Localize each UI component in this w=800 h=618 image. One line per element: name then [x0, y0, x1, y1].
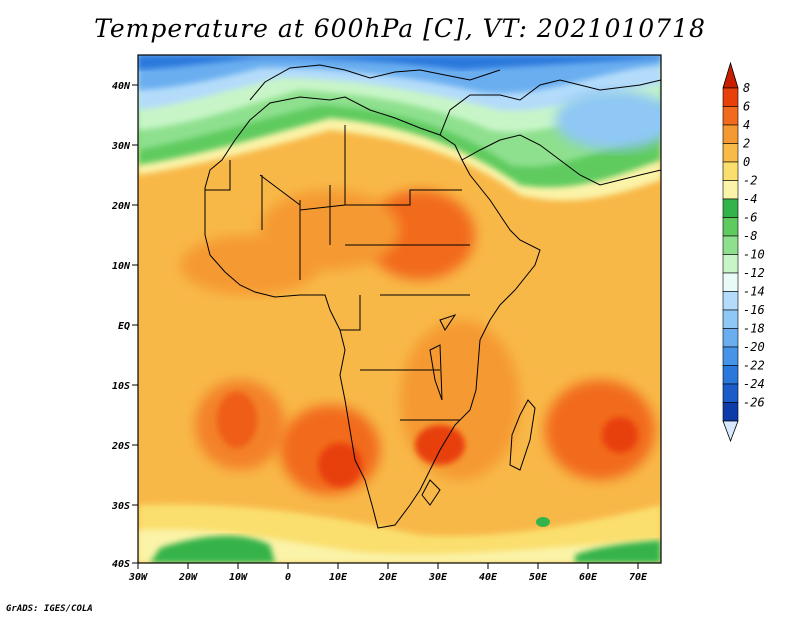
- colorbar-label: -18: [743, 322, 765, 336]
- colorbar-swatch: [722, 106, 739, 126]
- lon-label: 50E: [529, 572, 548, 583]
- colorbar-arrow-bottom: [722, 420, 739, 443]
- axis-ticks: [132, 84, 639, 569]
- colorbar-label: -14: [743, 285, 765, 299]
- colorbar-swatch: [722, 124, 739, 144]
- colorbar-swatch: [722, 383, 739, 403]
- lat-label: 10N: [112, 261, 131, 272]
- map-title: Temperature at 600hPa [C], VT: 202101071…: [94, 14, 706, 43]
- colorbar-label: 4: [743, 118, 750, 132]
- lon-label: 30E: [428, 572, 448, 583]
- lon-label: 70E: [629, 572, 648, 583]
- lon-label: 40E: [479, 572, 498, 583]
- colorbar-label: -24: [743, 377, 765, 391]
- colorbar-label: 0: [743, 155, 750, 169]
- lat-label: 30N: [111, 141, 131, 152]
- lon-label: 10W: [229, 572, 248, 583]
- colorbar-swatch: [722, 198, 739, 218]
- lat-label: 20S: [111, 441, 130, 452]
- colorbar-swatch: [722, 291, 739, 311]
- lat-label: EQ: [118, 321, 130, 332]
- colorbar-arrow-top: [722, 61, 739, 89]
- lat-label: 10S: [112, 381, 130, 392]
- colorbar-swatch: [722, 346, 739, 366]
- colorbar-label: -20: [743, 340, 765, 354]
- lon-label: 10E: [329, 572, 348, 583]
- colorbar-swatch: [722, 161, 739, 181]
- map-frame: [137, 54, 662, 564]
- colorbar-label: 2: [743, 137, 750, 151]
- lat-label: 20N: [111, 201, 131, 212]
- longitude-labels: 30W 20W 10W 0 10E 20E 30E 40E 50E 60E 70…: [128, 572, 648, 583]
- colorbar-label: -22: [743, 359, 765, 373]
- colorbar-label: -6: [743, 211, 757, 225]
- colorbar-label: -8: [743, 229, 757, 243]
- lat-label: 40N: [112, 81, 131, 92]
- lon-label: 20E: [378, 572, 398, 583]
- colorbar-label: -26: [743, 396, 765, 410]
- colorbar-swatch: [722, 217, 739, 237]
- lon-label: 60E: [579, 572, 598, 583]
- colorbar: 8 6 4 2 0 -2 -4 -6 -8 -10 -12 -14 -16 -18 -20 -22 -24 -26: [722, 61, 765, 443]
- colorbar-swatch: [722, 87, 739, 107]
- lon-label: 0: [285, 572, 291, 583]
- colorbar-label: -10: [743, 248, 765, 262]
- colorbar-swatch: [722, 180, 739, 200]
- lon-label: 30W: [128, 572, 148, 583]
- colorbar-label: 6: [743, 100, 750, 114]
- lat-label: 40S: [112, 559, 130, 570]
- colorbar-swatch: [722, 143, 739, 163]
- colorbar-swatch: [722, 272, 739, 292]
- lat-label: 30S: [111, 501, 130, 512]
- latitude-labels: 40N 30N 20N 10N EQ 10S 20S 30S 40S: [111, 81, 131, 570]
- temperature-field: [138, 55, 661, 563]
- colorbar-swatch: [722, 254, 739, 274]
- colorbar-swatch: [722, 365, 739, 385]
- colorbar-swatch: [722, 235, 739, 255]
- colorbar-label: -12: [743, 266, 765, 280]
- colorbar-swatch: [722, 402, 739, 422]
- colorbar-swatch: [722, 309, 739, 329]
- colorbar-label: -4: [743, 192, 757, 206]
- coastline-overlay: [204, 64, 661, 529]
- colorbar-label: -16: [743, 303, 765, 317]
- colorbar-label: 8: [743, 81, 750, 95]
- lon-label: 20W: [178, 572, 198, 583]
- colorbar-swatch: [722, 328, 739, 348]
- credit-text: GrADS: IGES/COLA: [6, 604, 93, 614]
- colorbar-label: -2: [743, 174, 757, 188]
